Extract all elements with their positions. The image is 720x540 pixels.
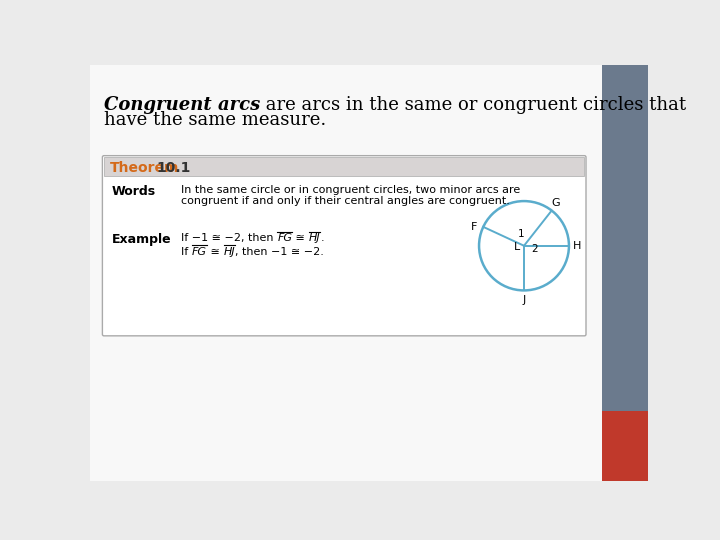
Text: congruent if and only if their central angles are congruent.: congruent if and only if their central a…	[181, 195, 510, 206]
Bar	[601, 65, 648, 481]
Text: have the same measure.: have the same measure.	[104, 111, 326, 129]
Text: Congruent arcs: Congruent arcs	[104, 96, 260, 113]
Bar	[601, 411, 648, 481]
Text: FG: FG	[277, 233, 292, 244]
Text: 10.1: 10.1	[157, 161, 191, 175]
Text: , then −1 ≅ −2.: , then −1 ≅ −2.	[235, 247, 324, 256]
Text: J: J	[523, 295, 526, 306]
Text: Example: Example	[112, 233, 171, 246]
Text: .: .	[320, 233, 324, 244]
Text: ≅: ≅	[292, 233, 309, 244]
Text: F: F	[471, 222, 477, 232]
Text: If: If	[181, 247, 192, 256]
Text: L: L	[514, 242, 520, 252]
Text: Words: Words	[112, 185, 156, 198]
Text: ≅: ≅	[207, 247, 224, 256]
Text: G: G	[552, 198, 560, 208]
Text: In the same circle or in congruent circles, two minor arcs are: In the same circle or in congruent circl…	[181, 185, 521, 195]
Text: HJ: HJ	[309, 233, 320, 244]
Text: If −1 ≅ −2, then: If −1 ≅ −2, then	[181, 233, 277, 244]
Text: FG: FG	[192, 247, 207, 256]
Text: 2: 2	[531, 244, 538, 254]
Text: 1: 1	[518, 229, 524, 239]
Text: H: H	[573, 241, 582, 251]
Text: Theorem: Theorem	[110, 161, 179, 175]
Bar	[104, 157, 585, 176]
Text: HJ: HJ	[224, 247, 235, 256]
FancyBboxPatch shape	[102, 156, 586, 336]
Text: are arcs in the same or congruent circles that: are arcs in the same or congruent circle…	[260, 96, 686, 113]
